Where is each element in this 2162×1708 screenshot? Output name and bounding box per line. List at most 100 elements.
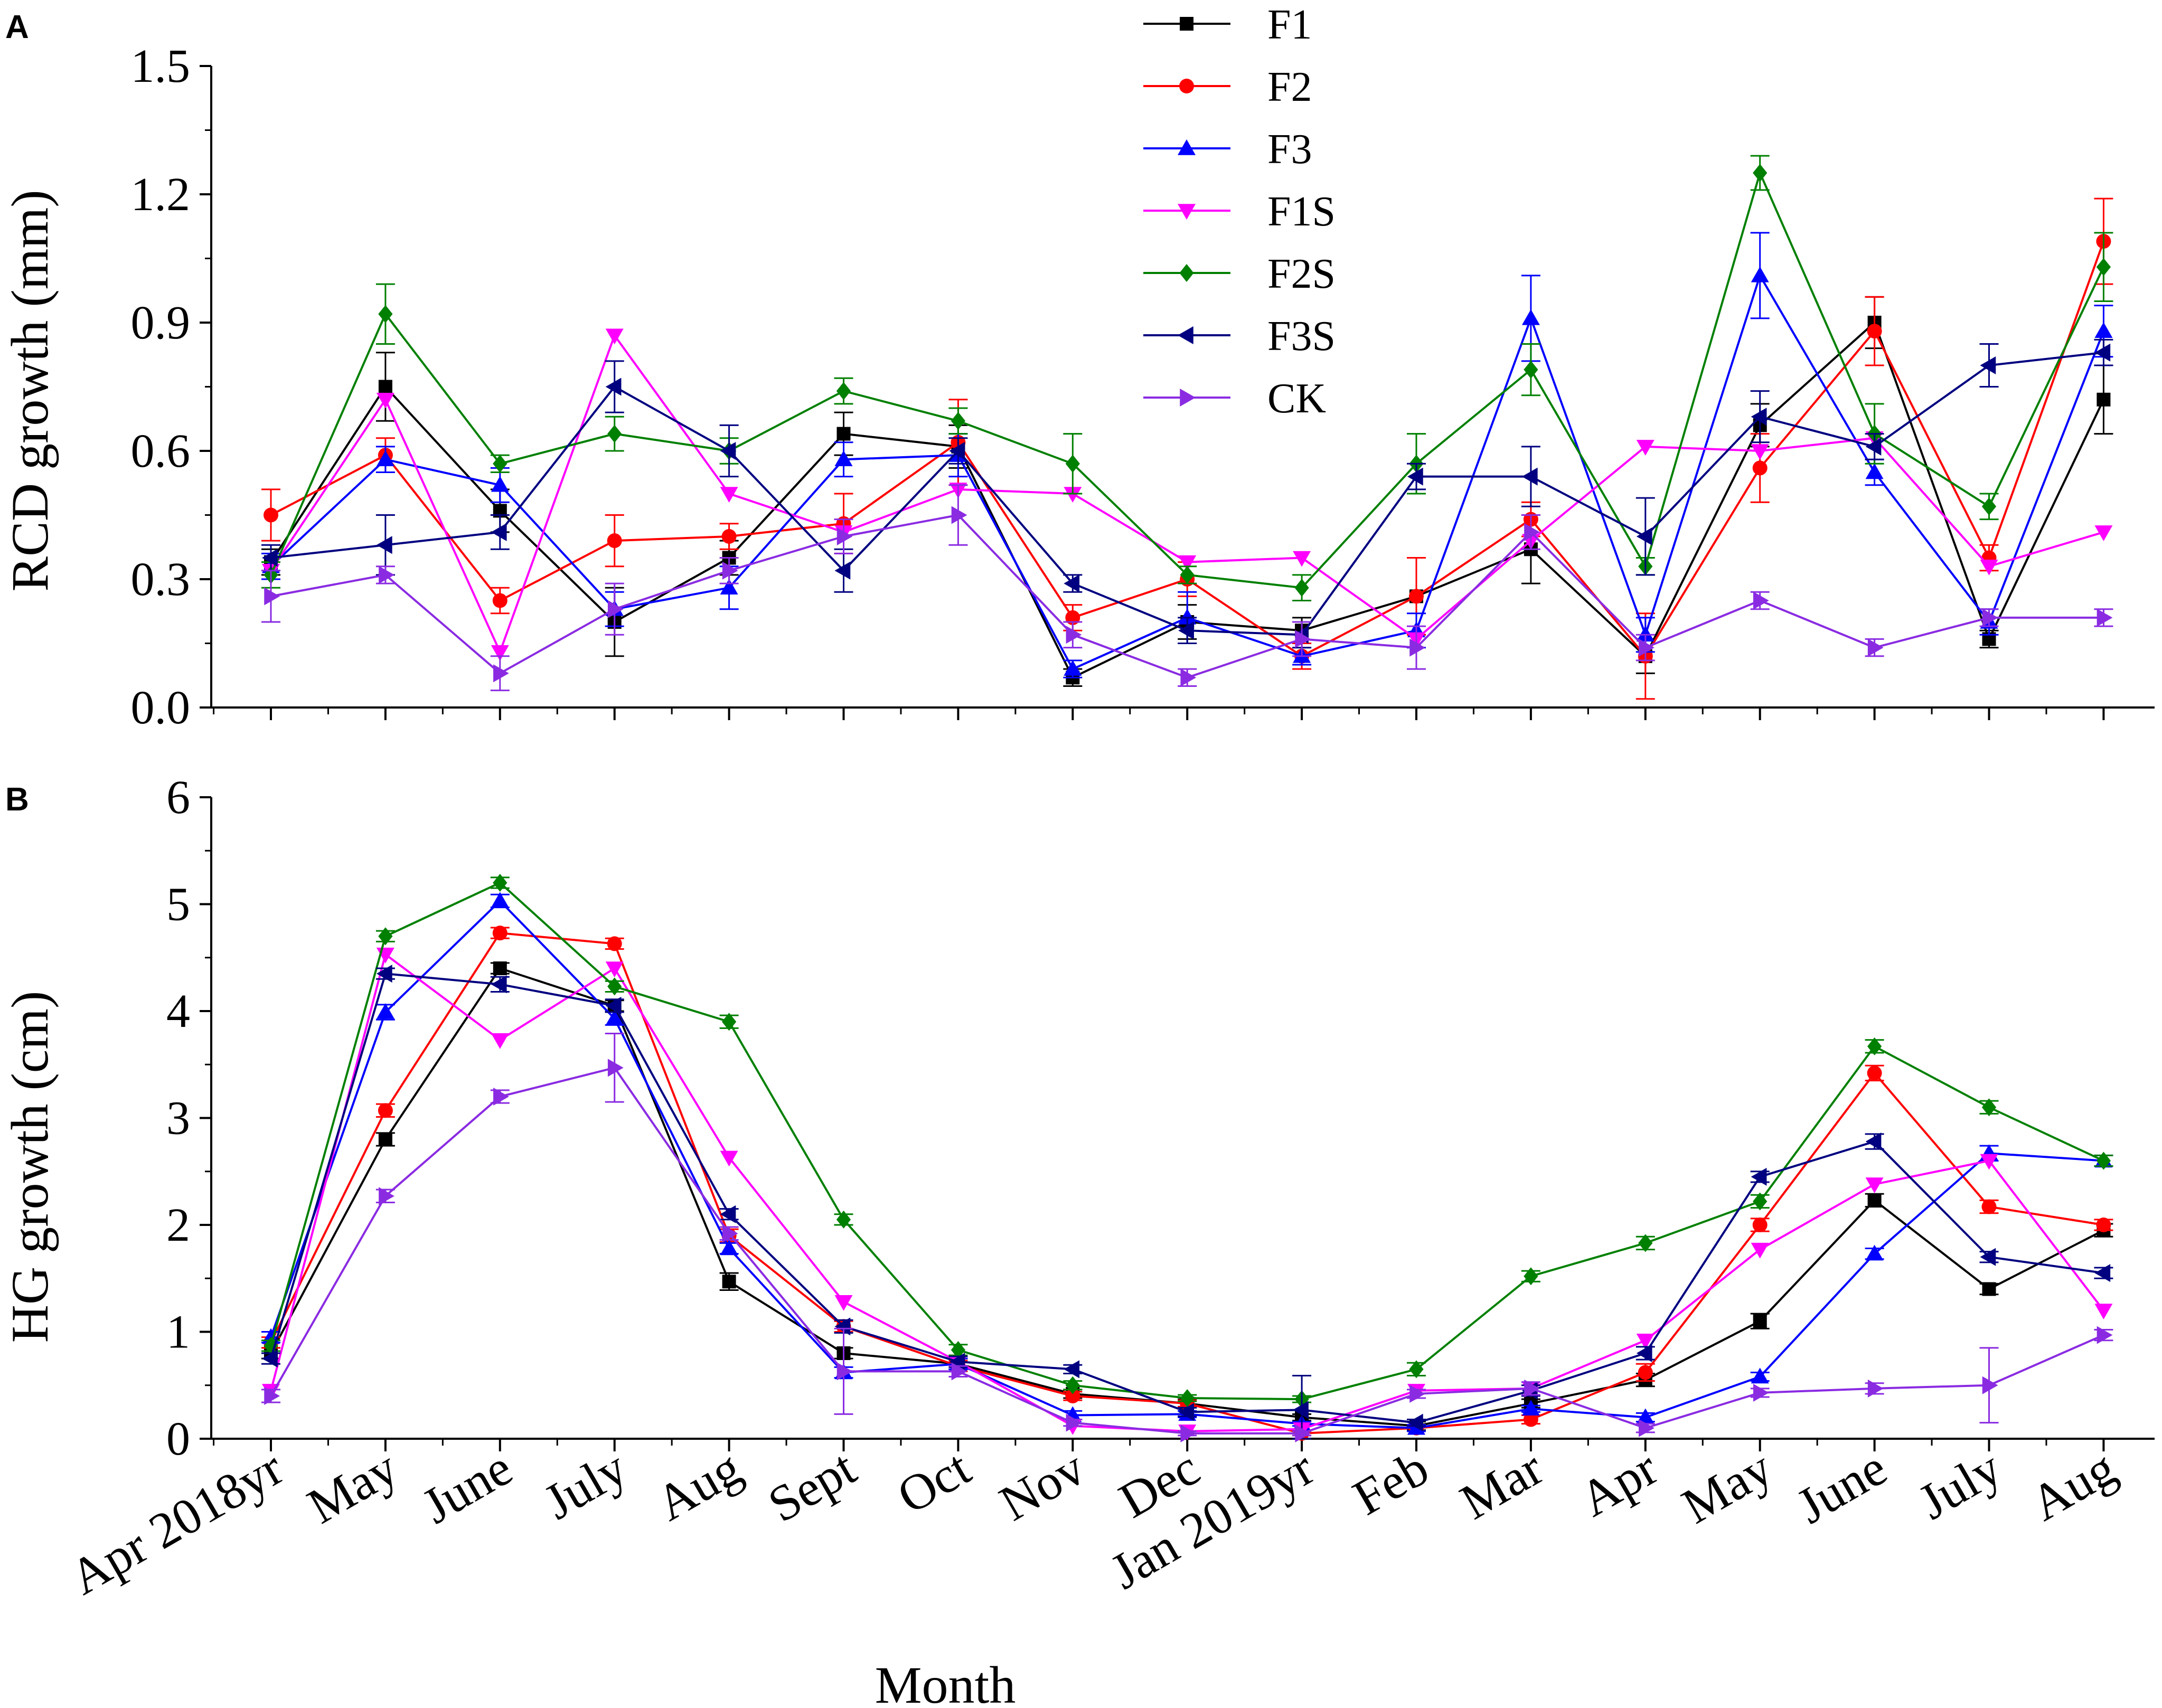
data-point-ck xyxy=(1524,523,1540,541)
panel-a-series-f1s xyxy=(262,328,2113,661)
data-point-ck xyxy=(1639,1419,1655,1437)
panel-b-y-tick-label: 1 xyxy=(166,1306,190,1358)
legend: F1 F2 F3 F1S F2S F3S CK xyxy=(1143,2,1336,422)
data-point-f2s xyxy=(493,874,507,892)
data-point-f3s xyxy=(1636,1344,1652,1362)
data-point-ck xyxy=(722,561,738,580)
data-point-f3s xyxy=(2094,1264,2111,1282)
data-point-ck xyxy=(493,664,509,683)
data-point-ck xyxy=(836,527,853,545)
x-category-labels: Apr 2018yr May June July Aug Sept Oct Nov DecJan… xyxy=(60,1439,2125,1605)
data-point-f3s xyxy=(262,549,278,567)
data-point-f2s xyxy=(607,424,622,443)
data-point-f1s xyxy=(1980,559,1998,575)
data-point-f1s xyxy=(720,1150,738,1167)
data-point-f2s xyxy=(264,1336,278,1355)
data-point-f2 xyxy=(1981,1199,1997,1214)
data-point-f3s xyxy=(1980,356,1996,374)
data-point-f2s xyxy=(1409,1360,1424,1379)
data-point-f1s xyxy=(1751,444,1769,460)
data-point-f1s xyxy=(491,645,509,661)
data-point-ck xyxy=(1753,591,1769,610)
data-point-ck xyxy=(1066,626,1082,644)
data-point-f1s xyxy=(2094,525,2113,541)
legend-item-f2s: F2S xyxy=(1143,251,1336,297)
data-point-f3 xyxy=(2094,322,2113,338)
panel-a-label: A xyxy=(5,9,29,45)
series-line-ck xyxy=(270,1067,2104,1435)
data-point-ck xyxy=(1867,638,1884,657)
data-point-f1s xyxy=(1636,1333,1655,1350)
data-point-f3 xyxy=(376,450,394,466)
data-point-f2 xyxy=(1065,1389,1080,1403)
data-point-f2s xyxy=(1753,1192,1768,1211)
data-point-ck xyxy=(951,1362,967,1381)
legend-label: F1 xyxy=(1267,2,1312,48)
legend-marker-f1 xyxy=(1180,17,1193,31)
data-point-f2s xyxy=(951,1341,965,1359)
data-point-ck xyxy=(1066,1413,1082,1432)
data-point-f1 xyxy=(836,427,851,441)
data-point-f3s xyxy=(1407,467,1423,486)
data-point-f2 xyxy=(264,507,278,523)
legend-marker-f1s xyxy=(1178,204,1196,220)
data-point-f1s xyxy=(605,961,624,977)
series-line-f2s xyxy=(270,881,2104,1401)
data-point-f2s xyxy=(607,977,622,996)
legend-marker-ck xyxy=(1180,389,1196,407)
data-point-f3s xyxy=(1636,527,1652,545)
data-point-f3 xyxy=(720,1239,738,1256)
legend-item-f1: F1 xyxy=(1143,2,1312,48)
data-point-f2s xyxy=(1524,1267,1538,1286)
legend-label: F2 xyxy=(1267,64,1312,110)
data-point-f1 xyxy=(493,961,507,975)
data-point-f3 xyxy=(720,579,738,595)
data-point-f3s xyxy=(1980,1248,1996,1266)
data-point-ck xyxy=(607,600,624,618)
data-point-f3s xyxy=(1178,621,1194,640)
data-point-ck xyxy=(493,1088,509,1106)
data-point-f2s xyxy=(1981,497,1997,516)
data-point-f2s xyxy=(1294,579,1309,597)
data-point-f1s xyxy=(2094,1304,2113,1319)
panel-b-series-f2 xyxy=(261,926,2113,1441)
data-point-f3 xyxy=(834,450,853,466)
data-point-ck xyxy=(379,565,394,584)
x-category-label: Mar xyxy=(1451,1439,1552,1531)
data-point-ck xyxy=(2097,608,2113,627)
legend-label: F3 xyxy=(1267,126,1312,173)
legend-label: CK xyxy=(1267,375,1326,422)
data-point-ck xyxy=(1753,1383,1769,1402)
data-point-ck xyxy=(607,1059,624,1077)
x-category-label: May xyxy=(1672,1439,1781,1535)
data-point-f3s xyxy=(1064,1360,1080,1379)
data-point-f3s xyxy=(1178,1403,1194,1421)
data-point-ck xyxy=(2097,1326,2113,1344)
data-point-f2s xyxy=(2096,258,2111,276)
panel-a-series-f3 xyxy=(261,232,2113,678)
data-point-ck xyxy=(1295,1424,1311,1442)
panel-b-y-tick-label: 3 xyxy=(166,1092,190,1145)
panel-b-series-f2s xyxy=(261,874,2113,1409)
data-point-f1 xyxy=(1867,1193,1882,1207)
data-point-f3s xyxy=(1751,408,1767,426)
x-category-label: June xyxy=(1787,1439,1896,1535)
x-category-label: Nov xyxy=(990,1439,1094,1532)
data-point-f3s xyxy=(376,536,392,554)
data-point-ck xyxy=(836,1362,853,1381)
x-category-label: Sept xyxy=(759,1439,866,1533)
data-point-f3s xyxy=(1865,1133,1882,1151)
panel-b-y-tick-label: 6 xyxy=(166,771,190,824)
data-point-f3s xyxy=(491,523,507,541)
data-point-f2s xyxy=(836,1210,851,1229)
x-axis-title: Month xyxy=(875,1656,1016,1708)
data-point-ck xyxy=(951,506,967,524)
data-point-f1s xyxy=(1178,555,1197,571)
data-point-f2 xyxy=(1523,1412,1538,1427)
series-line-f3 xyxy=(270,899,2104,1429)
data-point-f1s xyxy=(605,328,624,345)
data-point-f3s xyxy=(2094,343,2111,362)
panel-a-y-tick-label: 1.2 xyxy=(131,168,191,221)
legend-label: F3S xyxy=(1267,313,1336,360)
data-point-ck xyxy=(1180,668,1197,687)
